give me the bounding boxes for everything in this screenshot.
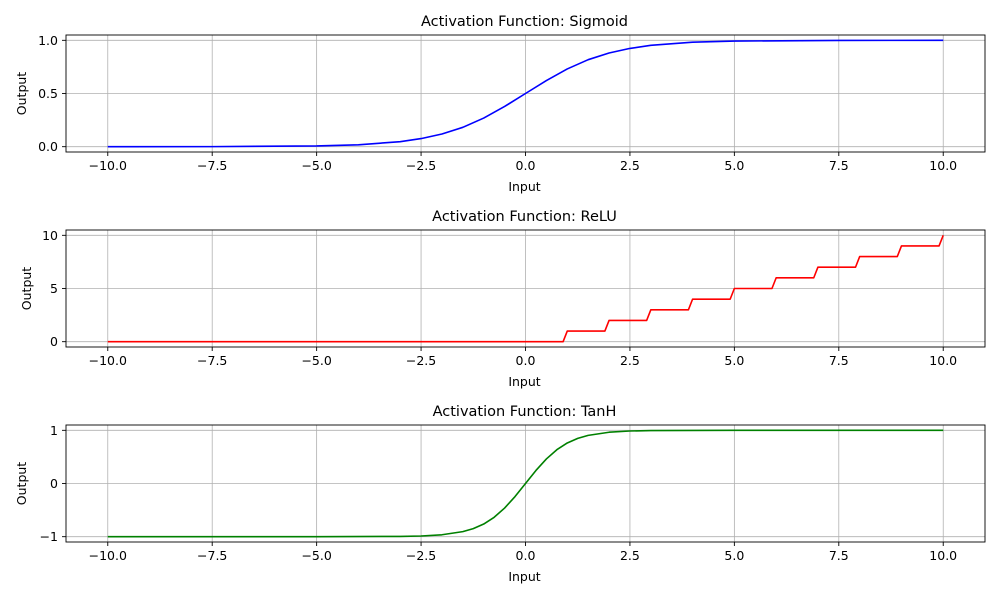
x-tick-label: 5.0 <box>724 353 744 368</box>
x-tick-label: 7.5 <box>829 158 849 173</box>
x-tick-label: 0.0 <box>516 158 536 173</box>
series-line-relu <box>107 235 944 343</box>
subplot-tanh: −10.0 −7.5 −5.0 −2.5 0.0 2.5 5.0 7.5 10.0 −1 0 1 Act… <box>14 404 986 584</box>
x-tick-label: 7.5 <box>829 548 849 563</box>
x-tick-label: 10.0 <box>929 548 957 563</box>
x-tick-label: 7.5 <box>829 353 849 368</box>
y-tick-label: 5 <box>50 281 58 296</box>
x-tick-label: 2.5 <box>620 158 640 173</box>
x-tick-label: 5.0 <box>724 158 744 173</box>
x-tick-label: −7.5 <box>197 158 227 173</box>
y-tick-label: −1 <box>40 529 58 544</box>
x-axis-label: Input <box>508 374 540 389</box>
x-tick-label: −7.5 <box>197 353 227 368</box>
x-tick-label: −7.5 <box>197 548 227 563</box>
chart-title: Activation Function: ReLU <box>432 209 617 225</box>
x-tick-label: 2.5 <box>620 548 640 563</box>
chart-title: Activation Function: TanH <box>433 404 617 420</box>
y-tick-label: 0.5 <box>38 86 58 101</box>
y-tick-label: 0 <box>50 334 58 349</box>
x-tick-label: −10.0 <box>89 353 127 368</box>
y-axis-label: Output <box>19 267 34 311</box>
x-tick-label: 10.0 <box>929 353 957 368</box>
x-tick-label: −5.0 <box>301 548 331 563</box>
x-tick-label: −2.5 <box>406 158 436 173</box>
chart-title: Activation Function: Sigmoid <box>421 14 628 30</box>
x-tick-label: 0.0 <box>516 548 536 563</box>
subplot-relu: −10.0 −7.5 −5.0 −2.5 0.0 2.5 5.0 7.5 10.0 0 5 10 Act… <box>19 209 986 389</box>
y-axis-label: Output <box>14 462 29 506</box>
y-axis-label: Output <box>14 72 29 116</box>
x-tick-label: −5.0 <box>301 353 331 368</box>
x-tick-label: 0.0 <box>516 353 536 368</box>
x-tick-label: −2.5 <box>406 548 436 563</box>
x-tick-label: −10.0 <box>89 158 127 173</box>
y-tick-label: 1.0 <box>38 33 58 48</box>
series-line-sigmoid <box>107 39 944 148</box>
x-tick-label: −2.5 <box>406 353 436 368</box>
y-tick-label: 10 <box>42 228 58 243</box>
x-tick-label: 5.0 <box>724 548 744 563</box>
y-tick-label: 0.0 <box>38 139 58 154</box>
x-axis-label: Input <box>508 179 540 194</box>
x-axis-label: Input <box>508 569 540 584</box>
x-tick-label: 2.5 <box>620 353 640 368</box>
subplot-sigmoid: −10.0 −7.5 −5.0 −2.5 0.0 2.5 5.0 7.5 10.0 0.0 0.5 1… <box>14 14 986 194</box>
series-line-tanh <box>107 429 944 538</box>
y-tick-label: 0 <box>50 476 58 491</box>
x-tick-label: 10.0 <box>929 158 957 173</box>
y-tick-label: 1 <box>50 423 58 438</box>
x-tick-label: −5.0 <box>301 158 331 173</box>
x-tick-label: −10.0 <box>89 548 127 563</box>
